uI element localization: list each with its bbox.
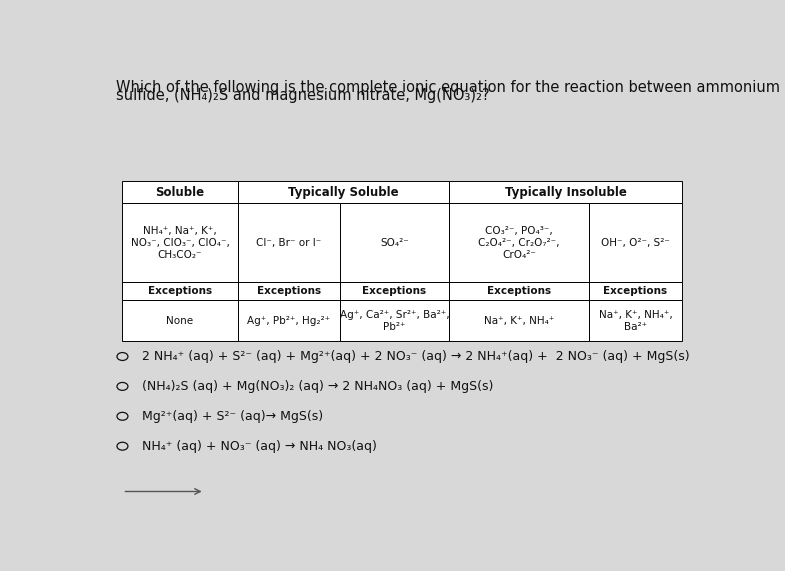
Text: Na⁺, K⁺, NH₄⁺: Na⁺, K⁺, NH₄⁺	[484, 316, 554, 325]
Text: Na⁺, K⁺, NH₄⁺,
Ba²⁺: Na⁺, K⁺, NH₄⁺, Ba²⁺	[599, 309, 673, 332]
Text: Soluble: Soluble	[155, 186, 205, 199]
Text: OH⁻, O²⁻, S²⁻: OH⁻, O²⁻, S²⁻	[601, 238, 670, 248]
Text: Exceptions: Exceptions	[487, 286, 551, 296]
Bar	[340, 203, 449, 282]
Bar	[340, 282, 449, 300]
Text: Typically Insoluble: Typically Insoluble	[505, 186, 626, 199]
Text: sulfide, (NH₄)₂S and magnesium nitrate, Mg(NO₃)₂?: sulfide, (NH₄)₂S and magnesium nitrate, …	[116, 89, 490, 103]
Text: Cl⁻, Br⁻ or I⁻: Cl⁻, Br⁻ or I⁻	[256, 238, 321, 248]
Bar	[238, 203, 340, 282]
Text: CO₃²⁻, PO₄³⁻,
C₂O₄²⁻, Cr₂O₇²⁻,
CrO₄²⁻: CO₃²⁻, PO₄³⁻, C₂O₄²⁻, Cr₂O₇²⁻, CrO₄²⁻	[478, 226, 560, 260]
Bar	[449, 300, 589, 341]
Bar	[589, 203, 682, 282]
Text: Exceptions: Exceptions	[363, 286, 426, 296]
Bar	[238, 282, 340, 300]
Bar	[122, 300, 238, 341]
Text: Mg²⁺(aq) + S²⁻ (aq)→ MgS(s): Mg²⁺(aq) + S²⁻ (aq)→ MgS(s)	[142, 410, 323, 423]
Text: Typically Soluble: Typically Soluble	[288, 186, 399, 199]
Bar	[122, 180, 238, 203]
Text: SO₄²⁻: SO₄²⁻	[380, 238, 409, 248]
Text: Ag⁺, Ca²⁺, Sr²⁺, Ba²⁺,
Pb²⁺: Ag⁺, Ca²⁺, Sr²⁺, Ba²⁺, Pb²⁺	[340, 309, 449, 332]
Bar	[449, 282, 589, 300]
Text: (NH₄)₂S (aq) + Mg(NO₃)₂ (aq) → 2 NH₄NO₃ (aq) + MgS(s): (NH₄)₂S (aq) + Mg(NO₃)₂ (aq) → 2 NH₄NO₃ …	[142, 380, 493, 393]
Text: NH₄⁺, Na⁺, K⁺,
NO₃⁻, ClO₃⁻, ClO₄⁻,
CH₃CO₂⁻: NH₄⁺, Na⁺, K⁺, NO₃⁻, ClO₃⁻, ClO₄⁻, CH₃CO…	[130, 226, 229, 260]
Bar	[238, 300, 340, 341]
Bar	[449, 203, 589, 282]
Bar	[122, 282, 238, 300]
Bar	[238, 180, 449, 203]
Bar	[589, 282, 682, 300]
Text: NH₄⁺ (aq) + NO₃⁻ (aq) → NH₄ NO₃(aq): NH₄⁺ (aq) + NO₃⁻ (aq) → NH₄ NO₃(aq)	[142, 440, 377, 453]
Bar	[589, 300, 682, 341]
Text: Exceptions: Exceptions	[604, 286, 667, 296]
Text: Exceptions: Exceptions	[148, 286, 212, 296]
Bar	[122, 203, 238, 282]
Bar	[449, 180, 682, 203]
Bar	[340, 300, 449, 341]
Text: 2 NH₄⁺ (aq) + S²⁻ (aq) + Mg²⁺(aq) + 2 NO₃⁻ (aq) → 2 NH₄⁺(aq) +  2 NO₃⁻ (aq) + Mg: 2 NH₄⁺ (aq) + S²⁻ (aq) + Mg²⁺(aq) + 2 NO…	[142, 350, 689, 363]
Text: Ag⁺, Pb²⁺, Hg₂²⁺: Ag⁺, Pb²⁺, Hg₂²⁺	[247, 316, 330, 325]
Text: Which of the following is the complete ionic equation for the reaction between a: Which of the following is the complete i…	[116, 79, 780, 95]
Text: None: None	[166, 316, 194, 325]
Text: Exceptions: Exceptions	[257, 286, 321, 296]
